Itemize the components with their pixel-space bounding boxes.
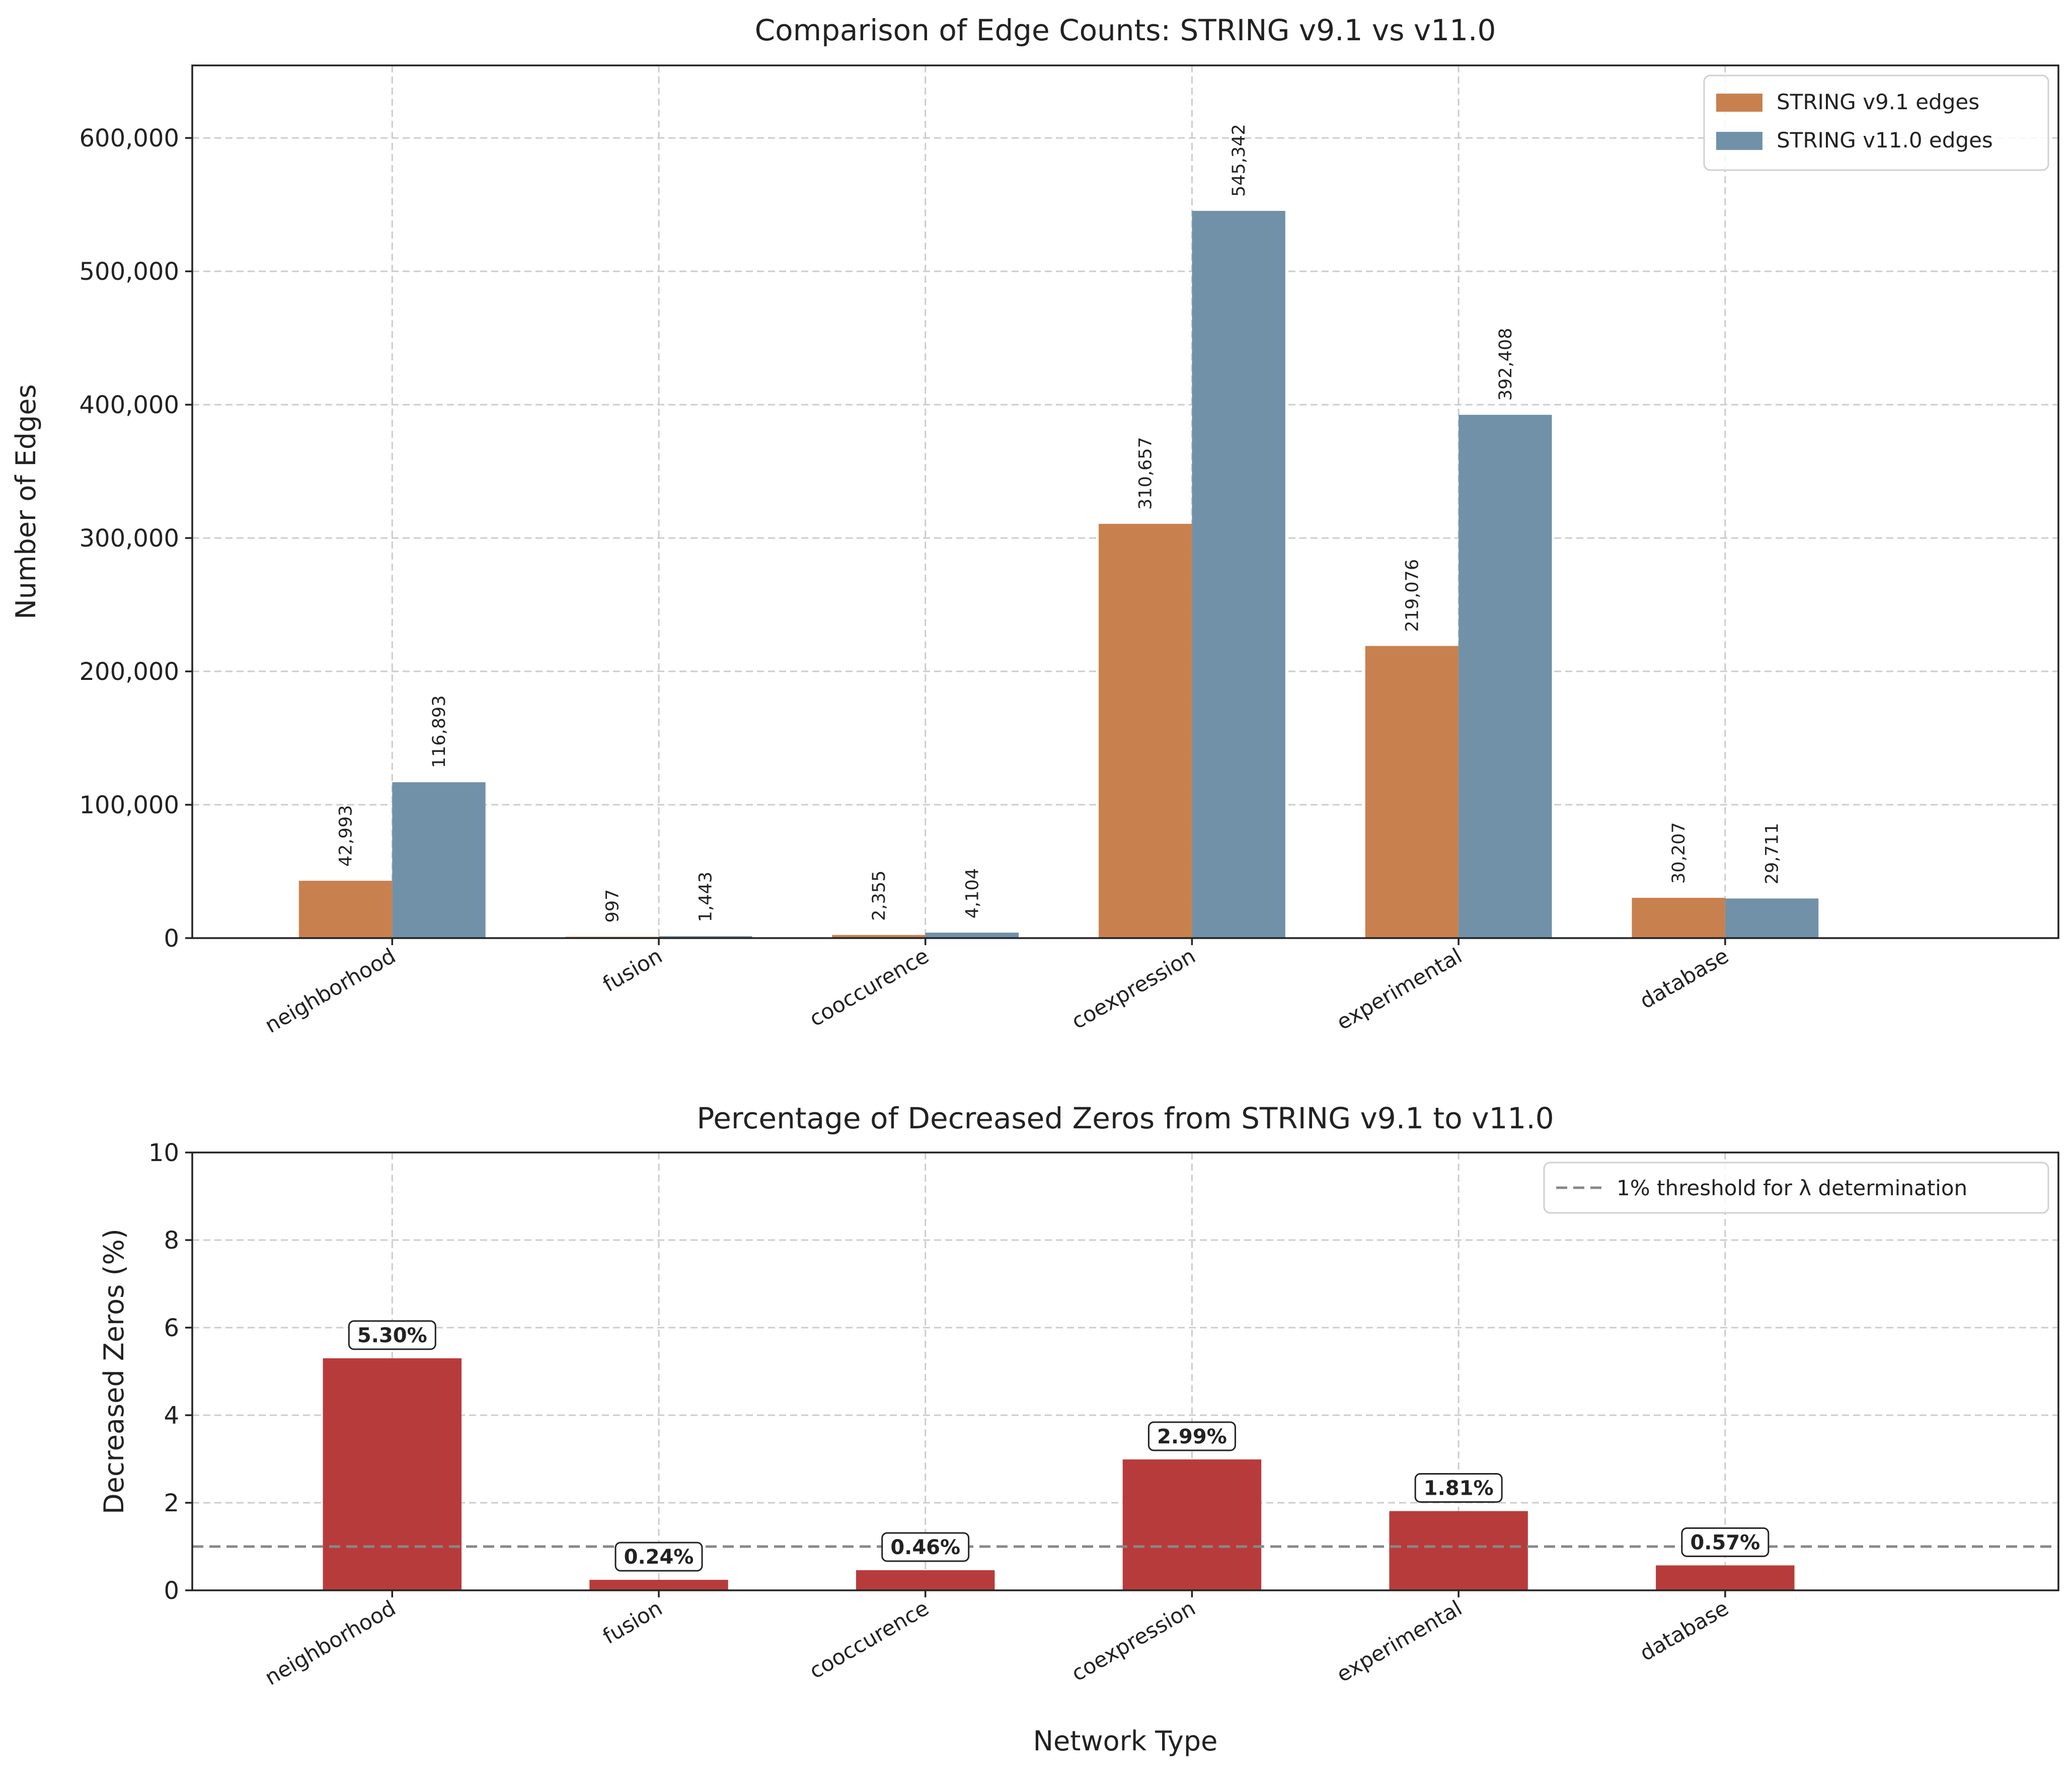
bar-value-label: 29,711	[1762, 823, 1783, 884]
bar-value-label: 42,993	[336, 805, 356, 867]
y-tick-label: 0	[164, 1577, 179, 1605]
bar-value-label: 116,893	[429, 696, 449, 768]
y-tick-label: 8	[164, 1226, 179, 1255]
bar-value-label: 997	[602, 889, 623, 923]
y-tick-label: 200,000	[80, 658, 180, 686]
value-label-box	[1414, 1473, 1503, 1503]
y-tick-label: 600,000	[80, 124, 180, 152]
legend-entry: STRING v11.0 edges	[1777, 128, 1993, 152]
bar-value-label: 2,355	[869, 871, 889, 921]
bar-v9-1-database	[1632, 897, 1725, 938]
bar-decreased-zeros-database	[1656, 1565, 1795, 1590]
top-plot-frame	[191, 64, 2059, 939]
bar-v9-1-neighborhood	[298, 881, 393, 938]
y-tick-label: 4	[164, 1402, 179, 1430]
value-label-box	[1681, 1527, 1770, 1557]
bar-value-label: 30,207	[1669, 822, 1689, 883]
bottom-chart-title: Percentage of Decreased Zeros from STRIN…	[697, 1101, 1554, 1135]
bottom-x-axis-label: Network Type	[1033, 1725, 1218, 1757]
top-legend: STRING v9.1 edges STRING v11.0 edges	[1703, 74, 2049, 171]
bar-value-label: 4,104	[962, 868, 982, 918]
bar-value-label: 0.57%	[1690, 1531, 1760, 1554]
bar-decreased-zeros-coexpression	[1122, 1459, 1262, 1590]
bar-v9-1-experimental	[1365, 646, 1459, 938]
bar-value-label: 392,408	[1496, 328, 1516, 401]
bar-value-label: 0.46%	[890, 1536, 960, 1559]
y-tick-label: 6	[164, 1314, 179, 1342]
bar-value-label: 545,342	[1229, 124, 1249, 197]
y-tick-label: 400,000	[80, 391, 180, 419]
bottom-y-axis-label: Decreased Zeros (%)	[98, 1228, 130, 1514]
y-tick-label: 300,000	[80, 524, 180, 553]
top-bars	[298, 210, 1819, 938]
bar-decreased-zeros-neighborhood	[323, 1358, 462, 1590]
bottom-bar-labels: 5.30% 0.24% 0.46% 2.99% 1.81% 0.57%	[348, 1320, 1770, 1572]
y-tick-label: 10	[148, 1139, 179, 1167]
bar-v11-0-cooccurence	[925, 933, 1019, 938]
bottom-bars	[323, 1358, 1795, 1590]
bar-v11-0-experimental	[1459, 415, 1552, 938]
bar-decreased-zeros-fusion	[589, 1580, 728, 1590]
legend-entry: STRING v9.1 edges	[1777, 90, 1979, 114]
value-label-box	[615, 1542, 703, 1572]
bottom-plot-frame	[191, 1151, 2059, 1591]
legend-box	[1543, 1162, 2049, 1214]
bar-v11-0-neighborhood	[392, 782, 486, 938]
legend-swatch	[1716, 94, 1762, 112]
top-chart-title: Comparison of Edge Counts: STRING v9.1 v…	[755, 13, 1496, 47]
bar-value-label: 310,657	[1136, 437, 1156, 510]
bar-v11-0-database	[1725, 898, 1819, 938]
y-tick-label: 2	[164, 1489, 179, 1517]
bar-decreased-zeros-cooccurence	[856, 1570, 995, 1590]
bottom-legend: 1% threshold for λ determination	[1543, 1162, 2049, 1214]
bar-value-label: 1.81%	[1424, 1477, 1494, 1500]
top-y-axis-label: Number of Edges	[10, 384, 42, 619]
bar-v9-1-coexpression	[1099, 523, 1192, 938]
legend-entry: 1% threshold for λ determination	[1617, 1176, 1967, 1200]
y-tick-label: 0	[164, 925, 179, 953]
bar-v11-0-coexpression	[1192, 210, 1285, 938]
value-label-box	[1147, 1421, 1236, 1451]
bar-value-label: 219,076	[1402, 559, 1422, 632]
top-bar-labels: 42,993 997 2,355 310,657 219,076 30,207 116,89…	[336, 124, 1783, 922]
legend-box	[1703, 74, 2049, 171]
bar-value-label: 1,443	[696, 872, 716, 922]
y-tick-label: 100,000	[80, 791, 180, 819]
bar-v11-0-fusion	[659, 936, 752, 938]
bar-v9-1-cooccurence	[832, 935, 926, 938]
bar-value-label: 5.30%	[357, 1324, 427, 1347]
value-label-box	[881, 1532, 970, 1562]
bar-decreased-zeros-experimental	[1389, 1511, 1528, 1590]
value-label-box	[348, 1320, 436, 1350]
legend-swatch	[1716, 132, 1762, 150]
y-tick-label: 500,000	[80, 258, 180, 286]
bar-value-label: 2.99%	[1157, 1425, 1227, 1448]
bar-value-label: 0.24%	[624, 1546, 694, 1569]
